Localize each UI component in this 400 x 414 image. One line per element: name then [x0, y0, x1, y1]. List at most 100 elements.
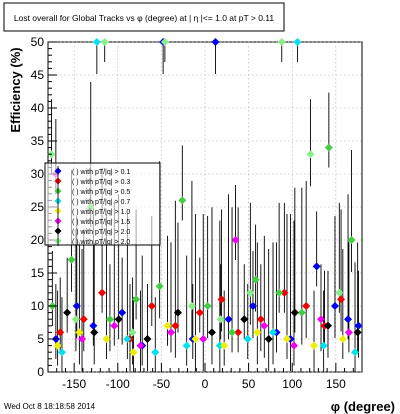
x-axis-label: φ (degree) — [331, 399, 395, 414]
data-point — [191, 335, 200, 343]
legend-label: ( ) with pT/|q| > 0.7 — [72, 199, 130, 206]
data-point — [199, 335, 208, 343]
y-tick-label: 25 — [31, 200, 45, 214]
data-point — [114, 315, 123, 324]
data-point — [260, 321, 269, 330]
data-point — [290, 308, 299, 317]
y-tick-label: 20 — [31, 233, 45, 247]
data-point — [171, 321, 180, 330]
data-point — [338, 335, 347, 343]
x-tick-label: 150 — [326, 377, 346, 391]
data-point — [216, 315, 225, 324]
data-point — [105, 315, 114, 324]
legend-label: ( ) with pT/|q| > 0.3 — [72, 179, 130, 186]
data-point — [335, 288, 344, 297]
data-point — [228, 328, 237, 337]
data-point — [187, 302, 196, 310]
data-point — [151, 348, 160, 357]
data-point — [132, 295, 141, 304]
data-point — [129, 348, 138, 357]
data-point — [89, 321, 98, 330]
data-point — [123, 335, 132, 343]
y-tick-label: 35 — [31, 134, 45, 148]
data-point — [79, 315, 88, 324]
data-point — [67, 255, 76, 264]
x-tick-label: -150 — [62, 377, 86, 391]
data-point — [319, 341, 328, 350]
legend-label: ( ) with pT/|q| > 1.0 — [72, 209, 130, 216]
data-point — [92, 38, 101, 46]
data-point — [302, 302, 311, 310]
data-point — [306, 150, 315, 159]
data-point — [63, 308, 72, 317]
y-tick-label: 30 — [31, 167, 45, 181]
data-point — [128, 328, 137, 337]
data-point — [53, 341, 62, 350]
data-point — [231, 236, 240, 244]
data-point — [353, 328, 362, 337]
data-point — [163, 321, 172, 330]
data-point — [280, 288, 289, 297]
data-point — [56, 328, 65, 337]
data-point — [211, 38, 220, 46]
chart-title: Lost overall for Global Tracks vs φ (deg… — [14, 13, 275, 23]
y-tick-label: 45 — [31, 68, 45, 82]
data-point — [347, 236, 356, 244]
data-point — [330, 302, 339, 310]
data-point — [269, 328, 278, 337]
data-point — [240, 315, 249, 324]
x-tick-label: 0 — [202, 377, 209, 391]
data-points — [47, 38, 363, 357]
legend-label: ( ) with pT/|q| > 0.1 — [72, 169, 130, 176]
data-point — [243, 335, 252, 343]
data-point — [72, 302, 81, 310]
y-tick-label: 50 — [31, 35, 45, 49]
data-point — [215, 341, 224, 350]
data-point — [256, 315, 265, 324]
data-point — [246, 288, 255, 297]
data-point — [253, 328, 262, 337]
data-point — [78, 335, 87, 343]
data-point — [289, 341, 298, 350]
y-tick-label: 40 — [31, 101, 45, 115]
data-point — [264, 335, 273, 343]
data-point — [90, 328, 99, 337]
y-axis-label: Efficiency (%) — [8, 47, 23, 132]
data-point — [173, 308, 182, 317]
data-point — [310, 341, 319, 350]
data-point — [147, 302, 156, 310]
footer-timestamp: Wed Oct 8 18:18:58 2014 — [4, 402, 96, 411]
data-point — [71, 315, 80, 324]
data-point — [354, 321, 363, 330]
title-box: Lost overall for Global Tracks vs φ (deg… — [3, 2, 285, 32]
x-tick-label: -100 — [106, 377, 130, 391]
legend-label: ( ) with pT/|q| > 1.5 — [72, 219, 130, 226]
data-point — [234, 328, 243, 337]
data-point — [277, 38, 286, 46]
data-point — [178, 196, 187, 205]
legend: ( ) with pT/|q| > 0.1 ( ) with pT/|q| > 0… — [44, 162, 161, 246]
data-point — [75, 328, 84, 337]
data-point — [118, 308, 127, 317]
data-point — [275, 288, 284, 297]
data-point — [282, 335, 291, 343]
data-point — [324, 143, 333, 152]
data-point — [100, 38, 109, 46]
data-point — [344, 315, 353, 324]
axes: 0 5 10 15 20 25 30 35 40 45 50 -150 -100 -50 0 50 100 150 — [31, 35, 354, 391]
data-point — [143, 335, 152, 343]
data-point — [351, 348, 360, 357]
data-point — [195, 308, 204, 317]
data-point — [102, 335, 111, 343]
data-point — [224, 315, 233, 324]
data-point — [317, 315, 326, 324]
data-point — [344, 328, 353, 337]
data-point — [155, 282, 164, 291]
x-tick-label: 100 — [282, 377, 302, 391]
data-point — [110, 321, 119, 330]
data-point — [217, 295, 226, 304]
data-point — [251, 275, 260, 284]
data-point — [337, 295, 346, 304]
data-point — [312, 262, 321, 271]
